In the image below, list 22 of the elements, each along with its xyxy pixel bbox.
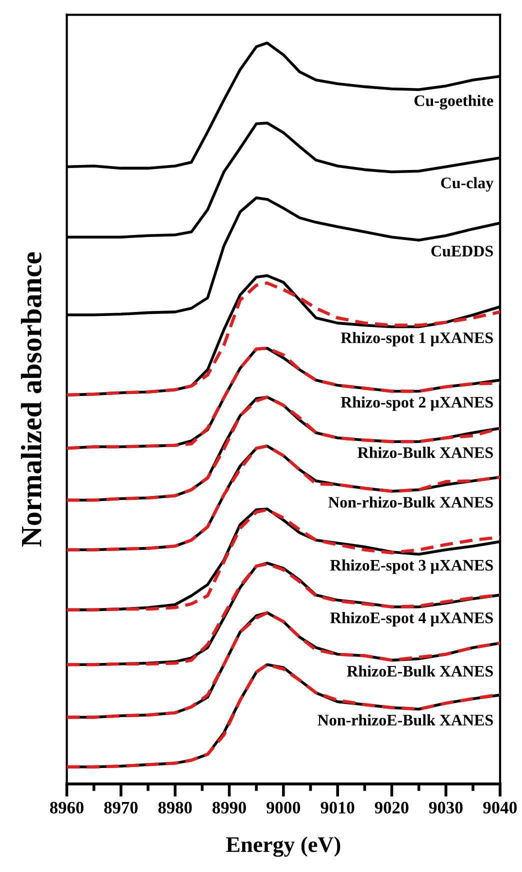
series-label: CuEDDS bbox=[431, 246, 493, 257]
x-tick-label: 9010 bbox=[320, 802, 354, 814]
x-tick-label: 9000 bbox=[266, 802, 300, 814]
series-label: Rhizo-spot 2 µXANES bbox=[340, 396, 493, 411]
series-label: RhizoE-spot 3 µXANES bbox=[330, 559, 493, 574]
series-label: Rhizo-Bulk XANES bbox=[358, 446, 493, 458]
series-label: RhizoE-spot 4 µXANES bbox=[330, 612, 493, 627]
series-label: Non-rhizoE-Bulk XANES bbox=[318, 714, 493, 726]
x-tick-label: 8980 bbox=[158, 802, 192, 814]
x-tick-label: 8960 bbox=[50, 802, 84, 814]
series-label: Cu-goethite bbox=[414, 94, 494, 110]
series-label: Rhizo-spot 1 µXANES bbox=[340, 332, 493, 346]
x-tick-label: 9040 bbox=[483, 802, 517, 814]
x-tick-label: 9030 bbox=[429, 802, 463, 814]
x-axis-title: Energy (eV) bbox=[226, 836, 340, 857]
y-axis-title: Normalized absorbance bbox=[20, 252, 42, 547]
series-label: Non-rhizo-Bulk XANES bbox=[328, 496, 493, 508]
x-tick-label: 9020 bbox=[374, 802, 408, 814]
x-tick-label: 8970 bbox=[104, 802, 138, 814]
series-label: RhizoE-Bulk XANES bbox=[346, 665, 493, 677]
x-tick-label: 8990 bbox=[212, 802, 246, 814]
series-label: Cu-clay bbox=[441, 177, 494, 192]
